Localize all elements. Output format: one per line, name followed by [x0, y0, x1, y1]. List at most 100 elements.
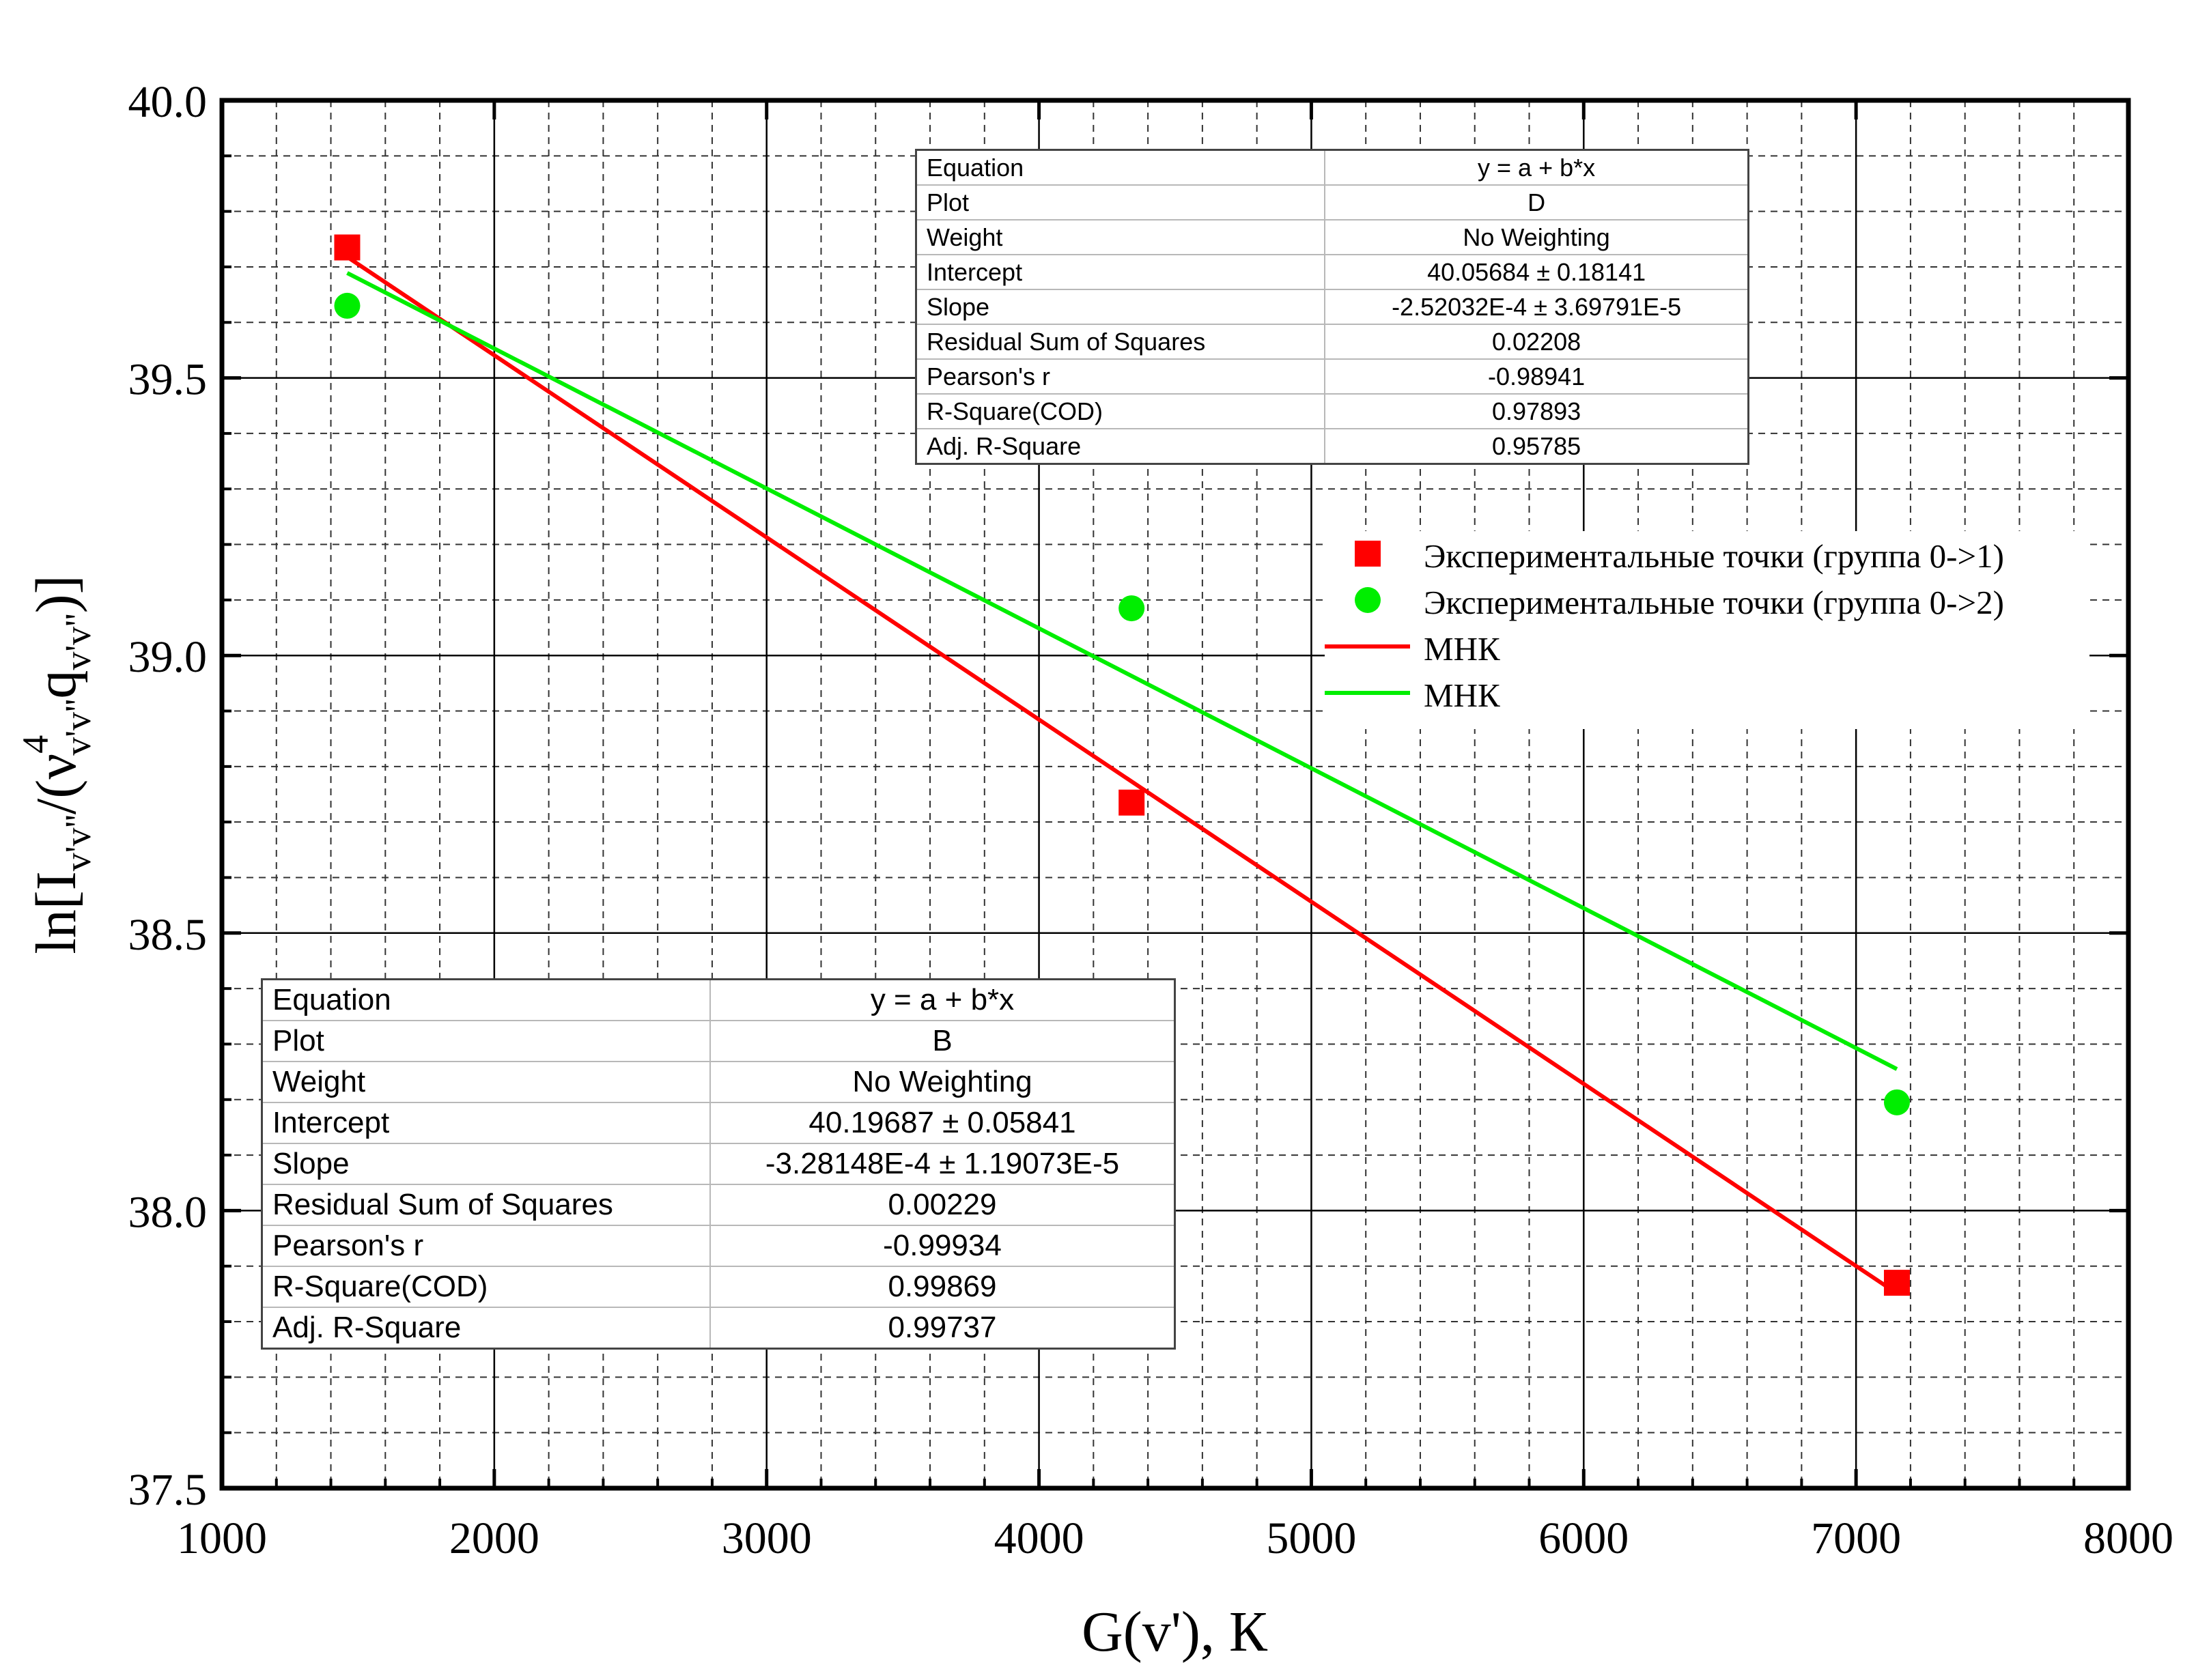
x-tick-label: 1000 — [177, 1513, 267, 1563]
fit-param-value: -3.28148E-4 ± 1.19073E-5 — [709, 1143, 1176, 1185]
legend-symbol — [1325, 644, 1410, 649]
y-label-mid-sub: v'v'' — [57, 699, 98, 756]
x-tick-label: 3000 — [722, 1513, 812, 1563]
fit-param-value: -0.99934 — [709, 1225, 1176, 1267]
y-label-mid-sup: 4 — [15, 735, 56, 754]
legend-entry: МНК — [1325, 670, 2089, 715]
fit-param-value: No Weighting — [709, 1061, 1176, 1103]
fit-table-row: Adj. R-Square 0.99737 — [261, 1307, 1176, 1350]
fit-param-value: y = a + b*x — [709, 978, 1176, 1021]
y-tick-label: 38.0 — [128, 1187, 208, 1237]
axis-ticks — [220, 98, 2130, 1490]
y-label-base-sub: v'v'' — [57, 814, 98, 871]
x-tick-labels: 1000 2000 3000 4000 5000 6000 7000 8000 — [177, 1513, 2173, 1563]
x-tick-label: 5000 — [1266, 1513, 1356, 1563]
fit-param-label: Equation — [915, 149, 1326, 186]
y-label-base: ln[I — [25, 871, 88, 954]
fit-param-label: Plot — [915, 184, 1326, 220]
fit-param-value: -2.52032E-4 ± 3.69791E-5 — [1324, 289, 1749, 325]
fit-table-row: Intercept 40.19687 ± 0.05841 — [261, 1102, 1176, 1144]
fit-param-label: Pearson's r — [915, 358, 1326, 395]
legend-label: Экспериментальные точки (группа 0->2) — [1424, 584, 2004, 621]
fit-param-value: 0.99737 — [709, 1307, 1176, 1350]
fit-param-label: Intercept — [915, 254, 1326, 290]
fit-param-label: Plot — [261, 1020, 711, 1062]
data-points — [334, 234, 1910, 1296]
fit-table-row: Pearson's r -0.98941 — [915, 358, 1749, 395]
x-tick-label: 7000 — [1811, 1513, 1901, 1563]
fit-param-value: y = a + b*x — [1324, 149, 1749, 186]
fit-table-row: Plot B — [261, 1020, 1176, 1062]
data-point-circle — [334, 292, 361, 319]
fit-table-row: R-Square(COD) 0.99869 — [261, 1266, 1176, 1308]
legend-entry: Экспериментальные точки (группа 0->1) — [1325, 531, 2089, 576]
fit-param-value: No Weighting — [1324, 219, 1749, 255]
fit-table-row: Weight No Weighting — [915, 219, 1749, 255]
fit-line — [346, 271, 1898, 1071]
legend-label: МНК — [1424, 677, 1500, 714]
fit-results-table-bottom: Equation y = a + b*x Plot B Weight No Weighti… — [261, 978, 1176, 1350]
fit-table-row: Slope -3.28148E-4 ± 1.19073E-5 — [261, 1143, 1176, 1185]
y-axis-label: ln[Iv'v''/(ν4v'v''qv'v'')] — [15, 575, 98, 954]
fit-param-label: Adj. R-Square — [261, 1307, 711, 1350]
y-tick-label: 37.5 — [128, 1465, 208, 1515]
fit-param-value: 40.05684 ± 0.18141 — [1324, 254, 1749, 290]
fit-param-label: Equation — [261, 978, 711, 1021]
x-tick-label: 6000 — [1538, 1513, 1629, 1563]
fit-table-row: Weight No Weighting — [261, 1061, 1176, 1103]
x-tick-label: 2000 — [449, 1513, 539, 1563]
fit-param-label: Pearson's r — [261, 1225, 711, 1267]
fit-param-value: 0.97893 — [1324, 393, 1749, 429]
legend-square-marker — [1355, 541, 1381, 567]
x-axis-label: G(v'), К — [1082, 1600, 1268, 1664]
fit-param-value: 0.99869 — [709, 1266, 1176, 1308]
fit-param-label: Slope — [261, 1143, 711, 1185]
fit-param-label: Adj. R-Square — [915, 428, 1326, 465]
x-tick-label: 8000 — [2083, 1513, 2173, 1563]
fit-table-row: Residual Sum of Squares 0.00229 — [261, 1184, 1176, 1226]
y-label-end: )] — [25, 575, 88, 613]
fit-param-label: Residual Sum of Squares — [915, 324, 1326, 360]
legend-symbol — [1325, 691, 1410, 695]
fit-param-value: 0.02208 — [1324, 324, 1749, 360]
x-tick-label: 4000 — [994, 1513, 1084, 1563]
fit-param-label: R-Square(COD) — [915, 393, 1326, 429]
fit-table-row: Equation y = a + b*x — [915, 149, 1749, 186]
data-point-circle — [1883, 1089, 1910, 1115]
legend-symbol — [1355, 541, 1381, 567]
fit-param-value: D — [1324, 184, 1749, 220]
legend-entry: Экспериментальные точки (группа 0->2) — [1325, 578, 2089, 623]
fit-lines — [346, 255, 1898, 1296]
y-tick-labels: 37.5 38.0 38.5 39.0 39.5 40.0 — [128, 77, 208, 1515]
fit-table-row: Residual Sum of Squares 0.02208 — [915, 324, 1749, 360]
data-point-square — [1118, 789, 1145, 816]
fit-param-value: B — [709, 1020, 1176, 1062]
fit-param-label: Residual Sum of Squares — [261, 1184, 711, 1226]
data-point-square — [334, 234, 361, 261]
fit-table-row: Adj. R-Square 0.95785 — [915, 428, 1749, 465]
fit-param-label: R-Square(COD) — [261, 1266, 711, 1308]
fit-param-value: 40.19687 ± 0.05841 — [709, 1102, 1176, 1144]
fit-param-value: 0.00229 — [709, 1184, 1176, 1226]
fit-param-value: 0.95785 — [1324, 428, 1749, 465]
fit-param-label: Weight — [261, 1061, 711, 1103]
y-label-q: q — [25, 670, 88, 699]
fit-param-value: -0.98941 — [1324, 358, 1749, 395]
fit-param-label: Intercept — [261, 1102, 711, 1144]
legend-label: МНК — [1424, 630, 1500, 668]
legend-entry: МНК — [1325, 624, 2089, 669]
fit-results-table-top: Equation y = a + b*x Plot D Weight No Weighti… — [915, 149, 1749, 465]
legend-circle-marker — [1355, 587, 1381, 613]
y-tick-label: 39.5 — [128, 355, 208, 405]
legend-label: Экспериментальные точки (группа 0->1) — [1424, 537, 2004, 575]
fit-table-row: Pearson's r -0.99934 — [261, 1225, 1176, 1267]
fit-line — [346, 255, 1898, 1296]
fit-param-label: Slope — [915, 289, 1326, 325]
fit-param-label: Weight — [915, 219, 1326, 255]
fit-table-row: R-Square(COD) 0.97893 — [915, 393, 1749, 429]
y-label-mid: /(ν — [25, 754, 88, 814]
data-point-circle — [1118, 595, 1145, 622]
y-tick-label: 38.5 — [128, 910, 208, 960]
y-label-q-sub: v'v'' — [57, 613, 98, 670]
fit-table-row: Intercept 40.05684 ± 0.18141 — [915, 254, 1749, 290]
